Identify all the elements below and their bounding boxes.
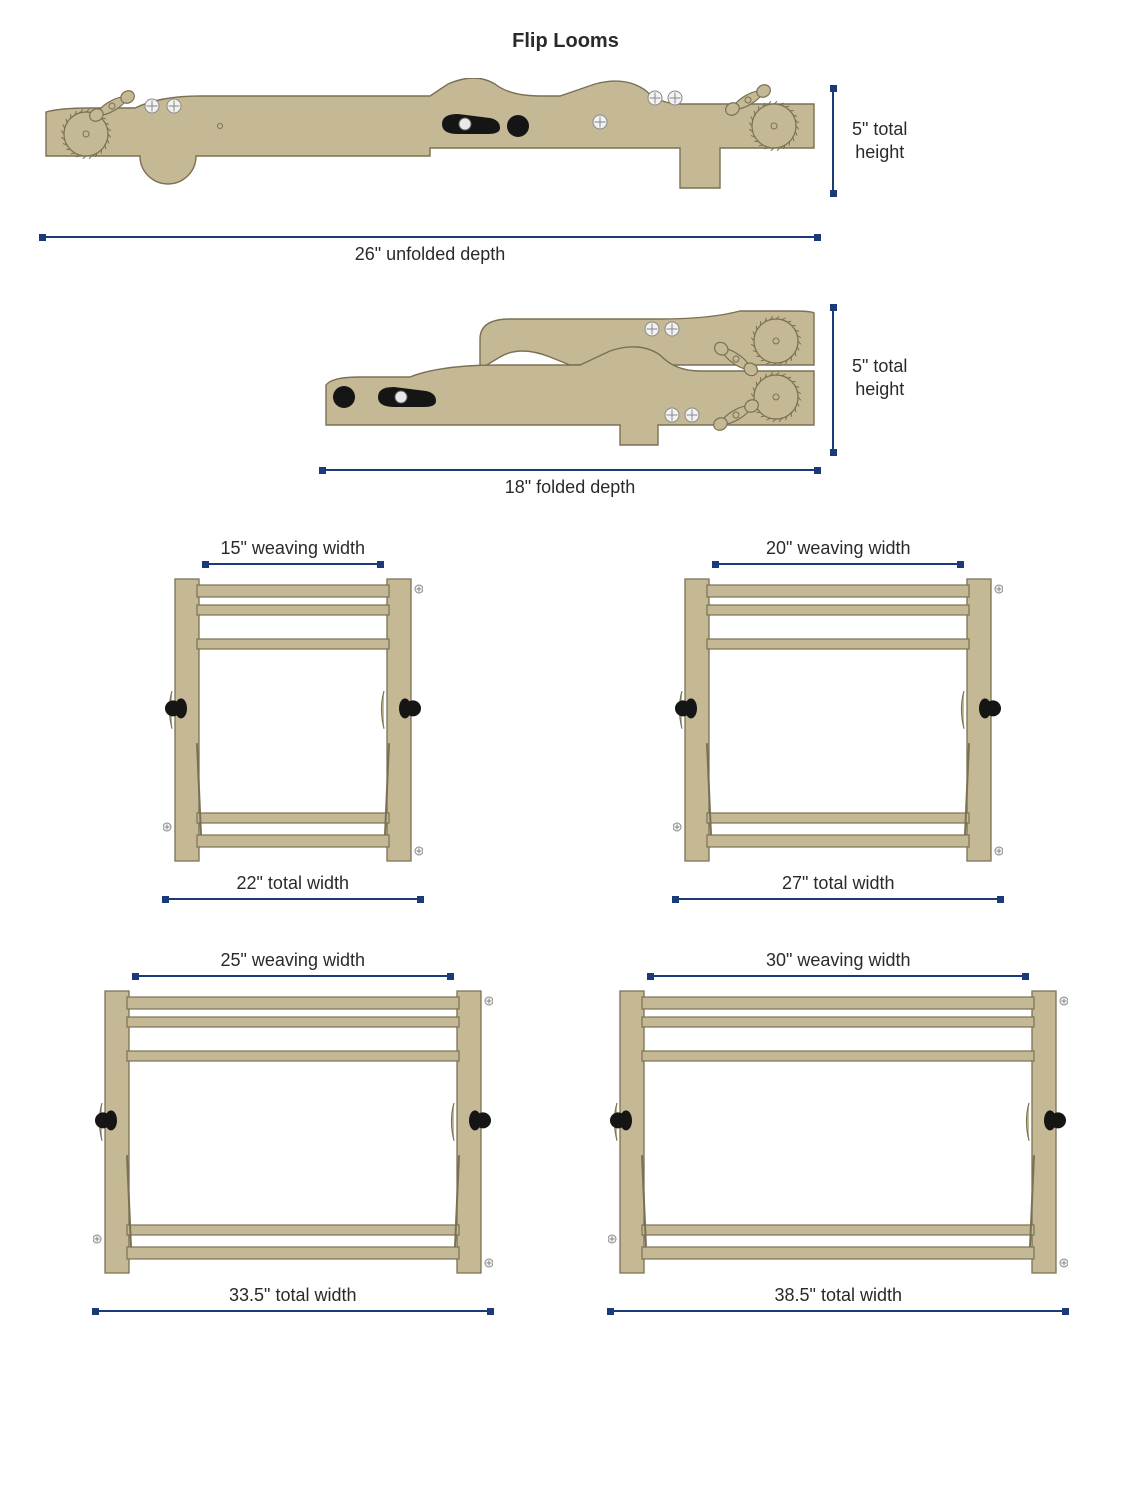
top-views-grid: 15" weaving width [40,538,1091,1312]
top-view-27: 20" weaving width [586,538,1092,900]
weaving-width-dimension [648,975,1028,987]
loom-top-view [673,575,1003,865]
top-view-22: 15" weaving width [40,538,546,900]
weaving-width-dimension [203,563,383,575]
total-width-label: 27" total width [782,873,894,894]
side-view-unfolded-section: 5" totalheight 26" unfolded depth [40,78,1091,265]
weaving-width-label: 25" weaving width [221,950,365,971]
page-title: Flip Looms [40,30,1091,53]
depth-label-unfolded: 26" unfolded depth [40,244,820,265]
total-width-label: 38.5" total width [775,1285,902,1306]
side-view-folded-section: 5" totalheight 18" folded depth [40,305,1091,498]
loom-top-view [93,987,493,1277]
total-width-dimension [163,898,423,900]
height-label-unfolded: 5" totalheight [852,78,907,165]
top-view-38.5: 30" weaving width [586,950,1092,1312]
depth-label-folded: 18" folded depth [320,477,820,498]
height-dimension-folded [832,305,834,455]
side-view-unfolded [40,78,820,218]
loom-top-view [608,987,1068,1277]
total-width-dimension [673,898,1003,900]
weaving-width-label: 20" weaving width [766,538,910,559]
total-width-label: 33.5" total width [229,1285,356,1306]
loom-top-view [163,575,423,865]
weaving-width-label: 30" weaving width [766,950,910,971]
height-label-folded: 5" totalheight [852,305,907,402]
weaving-width-dimension [713,563,963,575]
weaving-width-dimension [133,975,453,987]
total-width-label: 22" total width [237,873,349,894]
total-width-dimension [93,1310,493,1312]
total-width-dimension [608,1310,1068,1312]
top-view-33.5: 25" weaving width [40,950,546,1312]
depth-dimension-folded: 18" folded depth [40,469,1091,498]
weaving-width-label: 15" weaving width [221,538,365,559]
depth-dimension-unfolded: 26" unfolded depth [40,236,1091,265]
side-view-folded [320,305,820,455]
height-dimension-unfolded [832,78,834,196]
